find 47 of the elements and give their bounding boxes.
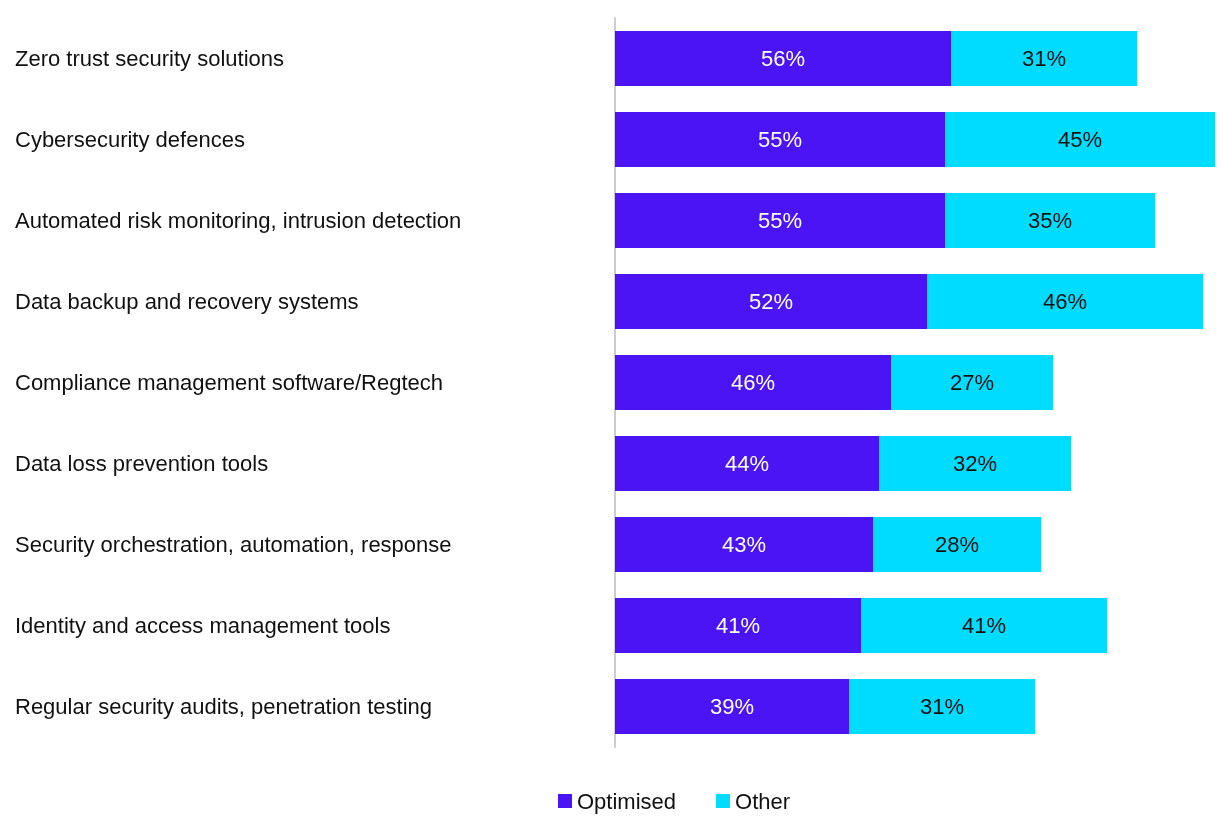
- bar: [615, 679, 849, 734]
- data-label: 31%: [1021, 46, 1067, 71]
- y-tick-label: Zero trust security solutions: [15, 46, 284, 71]
- bar: [951, 31, 1137, 86]
- data-label: 52%: [748, 289, 794, 314]
- legend-label: Optimised: [577, 788, 677, 814]
- bar: [615, 274, 927, 329]
- data-label: 44%: [724, 451, 770, 476]
- bar: [615, 436, 879, 491]
- data-label: 55%: [757, 208, 803, 233]
- bar: [891, 355, 1053, 410]
- data-label: 46%: [1042, 289, 1088, 314]
- data-label: 27%: [949, 370, 995, 395]
- bar: [927, 274, 1203, 329]
- bar: [879, 436, 1071, 491]
- data-label: 43%: [721, 532, 767, 557]
- data-label: 35%: [1027, 208, 1073, 233]
- bar: [861, 598, 1107, 653]
- bar: [615, 598, 861, 653]
- data-label: 45%: [1057, 127, 1103, 152]
- bar: [849, 679, 1035, 734]
- bar: [945, 193, 1155, 248]
- data-label: 46%: [730, 370, 776, 395]
- bar: [615, 355, 891, 410]
- data-label: 41%: [961, 613, 1007, 638]
- bar: [615, 112, 945, 167]
- bar: [945, 112, 1215, 167]
- y-tick-label: Security orchestration, automation, response: [15, 532, 452, 557]
- y-tick-label: Cybersecurity defences: [15, 127, 245, 152]
- y-tick-label: Compliance management software/Regtech: [15, 370, 444, 395]
- bar: [615, 31, 951, 86]
- data-label: 55%: [757, 127, 803, 152]
- bar: [615, 517, 873, 572]
- y-tick-label: Regular security audits, penetration testing: [15, 694, 433, 719]
- y-tick-label: Identity and access management tools: [15, 613, 391, 638]
- data-label: 28%: [934, 532, 980, 557]
- data-label: 31%: [919, 694, 965, 719]
- data-label: 41%: [715, 613, 761, 638]
- legend-label: Other: [735, 788, 791, 814]
- data-label: 39%: [709, 694, 755, 719]
- data-label: 32%: [952, 451, 998, 476]
- bar: [615, 193, 945, 248]
- data-label: 56%: [760, 46, 806, 71]
- y-tick-label: Data backup and recovery systems: [15, 289, 359, 314]
- y-tick-label: Data loss prevention tools: [15, 451, 269, 476]
- bar: [873, 517, 1041, 572]
- y-tick-label: Automated risk monitoring, intrusion detection: [15, 208, 462, 233]
